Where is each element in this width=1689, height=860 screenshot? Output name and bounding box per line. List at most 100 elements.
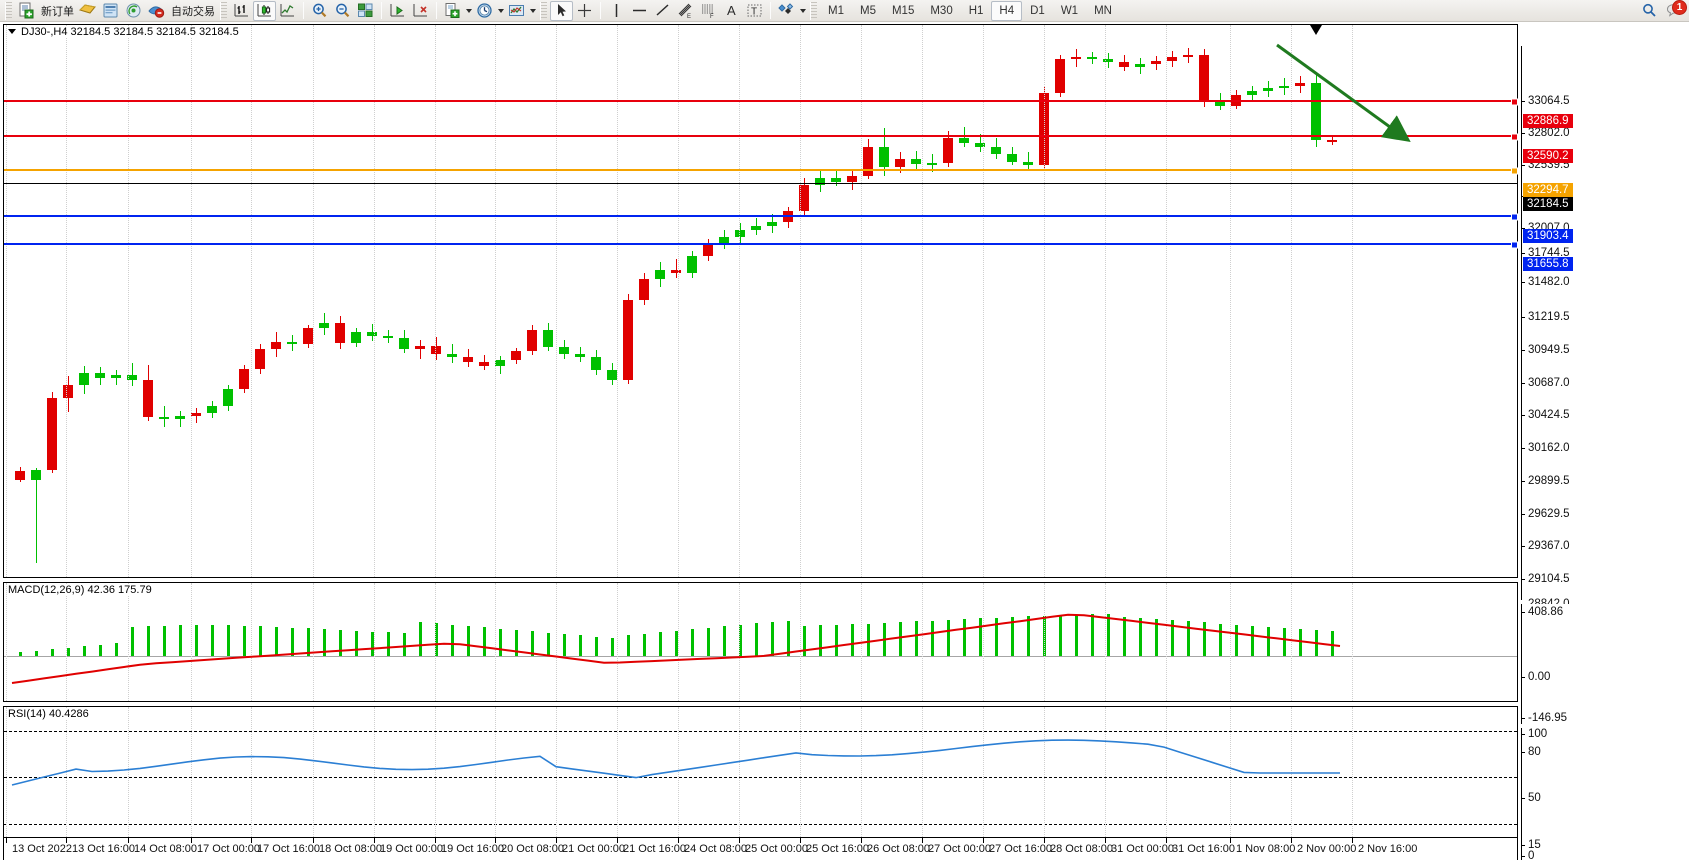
vertical-gridline (313, 583, 314, 701)
price-line-resistance-1[interactable] (4, 98, 1518, 106)
chart-shift-icon[interactable] (386, 1, 409, 21)
search-icon[interactable] (1638, 1, 1661, 21)
price-tag-current-price[interactable]: 32184.5 (1523, 197, 1573, 211)
price-line-pivot-line[interactable] (4, 167, 1518, 175)
chevron-down-icon[interactable] (8, 28, 16, 34)
candle-body (1311, 83, 1321, 141)
price-line-support-2[interactable] (4, 241, 1518, 249)
fibonacci-icon[interactable]: F (697, 1, 720, 21)
objects-icon[interactable] (775, 1, 798, 21)
periods-chevron-down-icon[interactable] (496, 1, 505, 21)
timeframe-mn[interactable]: MN (1094, 4, 1112, 17)
new-order-icon[interactable] (15, 1, 38, 21)
price-tag-resistance-2[interactable]: 32590.2 (1523, 149, 1573, 163)
price-tag-support-2[interactable]: 31655.8 (1523, 257, 1573, 271)
signals-icon[interactable] (122, 1, 145, 21)
vertical-gridline (1352, 583, 1353, 701)
horizontal-line-icon[interactable] (628, 1, 651, 21)
price-tick: 32802.0 (1521, 127, 1570, 139)
time-label: 27 Oct 00:00 (928, 843, 991, 855)
autotrading-label[interactable]: 自动交易 (171, 5, 215, 18)
periods-icon[interactable] (473, 1, 496, 21)
candle-body (1167, 57, 1177, 61)
text-icon[interactable]: A (720, 1, 743, 21)
autotrading-icon[interactable] (145, 1, 168, 21)
time-label: 19 Oct 00:00 (380, 843, 443, 855)
cursor-icon[interactable] (550, 0, 573, 21)
vertical-gridline (374, 25, 375, 577)
tile-windows-icon[interactable] (354, 1, 377, 21)
macd-histogram-bar (403, 632, 406, 656)
price-line-handle[interactable] (1511, 98, 1518, 106)
objects-chevron-down-icon[interactable] (798, 1, 807, 21)
chat-icon[interactable]: 1 (1661, 0, 1687, 21)
timeframe-w1[interactable]: W1 (1060, 4, 1079, 17)
time-label: 27 Oct 16:00 (989, 843, 1052, 855)
candle-body (639, 279, 649, 301)
trendline-icon[interactable] (651, 1, 674, 21)
toolbar-grip[interactable] (5, 1, 12, 20)
candle-wick (372, 324, 373, 341)
time-tick (66, 838, 67, 843)
templates-chevron-down-icon[interactable] (528, 1, 537, 21)
price-line-handle[interactable] (1511, 133, 1518, 141)
text-label-icon[interactable]: T (743, 1, 766, 21)
price-line-handle[interactable] (1511, 241, 1518, 249)
vertical-gridline (678, 583, 679, 701)
price-pane[interactable]: DJ30-,H4 32184.5 32184.5 32184.5 32184.5 (3, 24, 1518, 578)
price-line-handle[interactable] (1511, 167, 1518, 175)
time-tick (1105, 838, 1106, 843)
macd-pane[interactable]: MACD(12,26,9) 42.36 175.79 (3, 582, 1518, 702)
bar-chart-icon[interactable] (230, 1, 253, 21)
chart-canvas-area[interactable]: DJ30-,H4 32184.5 32184.5 32184.5 32184.5… (0, 22, 1689, 860)
time-label: 21 Oct 00:00 (562, 843, 625, 855)
vertical-gridline (1291, 707, 1292, 837)
terminal-icon[interactable] (76, 1, 99, 21)
toolbar-grip-2[interactable] (220, 1, 227, 20)
price-line-current-price[interactable] (4, 183, 1517, 184)
indicators-chevron-down-icon[interactable] (464, 1, 473, 21)
toolbar-grip-3[interactable] (540, 1, 547, 20)
auto-scroll-icon[interactable] (409, 1, 432, 21)
timeframe-h1[interactable]: H1 (968, 4, 984, 17)
crosshair-icon[interactable] (573, 1, 596, 21)
zoom-in-icon[interactable] (308, 1, 331, 21)
indicators-icon[interactable] (441, 1, 464, 21)
new-order-label[interactable]: 新订单 (41, 5, 74, 18)
main-toolbar: 新订单 (0, 0, 1689, 22)
timeframe-h4[interactable]: H4 (991, 0, 1023, 21)
price-tick: 33064.5 (1521, 95, 1570, 107)
vertical-gridline (66, 707, 67, 837)
macd-histogram-bar (691, 629, 694, 656)
price-axis[interactable]: 33064.532802.032539.532270.032007.031744… (1521, 46, 1689, 630)
timeframe-d1[interactable]: D1 (1030, 4, 1045, 17)
vertical-gridline (617, 707, 618, 837)
timeframe-m1[interactable]: M1 (828, 4, 844, 17)
vertical-gridline (128, 25, 129, 577)
templates-icon[interactable] (505, 1, 528, 21)
macd-histogram-bar (1267, 626, 1270, 656)
timeframe-m5[interactable]: M5 (859, 4, 876, 17)
price-tag-support-1[interactable]: 31903.4 (1523, 229, 1573, 243)
line-chart-icon[interactable] (276, 1, 299, 21)
candle-body (895, 159, 905, 168)
price-line-support-1[interactable] (4, 213, 1518, 221)
candlestick-chart-icon[interactable] (253, 0, 276, 21)
zoom-out-icon[interactable] (331, 1, 354, 21)
price-tag-pivot-line[interactable]: 32294.7 (1523, 183, 1573, 197)
candle-body (495, 359, 505, 366)
price-line-handle[interactable] (1511, 213, 1518, 221)
vertical-line-icon[interactable] (605, 1, 628, 21)
data-window-icon[interactable] (99, 1, 122, 21)
price-line-resistance-2[interactable] (4, 133, 1518, 141)
equidistant-channel-icon[interactable]: E (674, 1, 697, 21)
timeframe-m30[interactable]: M30 (930, 4, 953, 17)
macd-histogram-bar (707, 627, 710, 656)
vertical-gridline (374, 583, 375, 701)
price-tag-resistance-1[interactable]: 32886.9 (1523, 114, 1573, 128)
timeframe-m15[interactable]: M15 (891, 4, 915, 17)
rsi-pane[interactable]: RSI(14) 40.4286 (3, 706, 1518, 838)
svg-text:T: T (751, 7, 757, 18)
toolbar-grip-4[interactable] (810, 1, 817, 20)
time-axis[interactable]: 13 Oct 2022 13 Oct 16:00 14 Oct 08:00 17 Oc… (3, 838, 1518, 860)
